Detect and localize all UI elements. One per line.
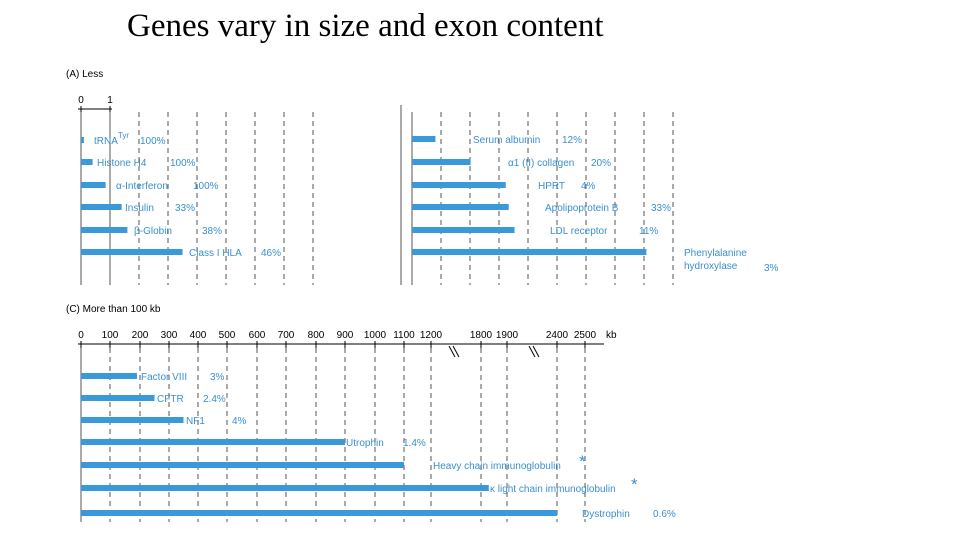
panel-c-tick-label: 2500 bbox=[574, 330, 597, 341]
panel-a-bar-label: β-Globin bbox=[134, 226, 172, 237]
panel-c-bar bbox=[81, 462, 404, 468]
panel-c-bar bbox=[81, 510, 557, 516]
panel-c-tick-label: 2400 bbox=[546, 330, 569, 341]
panel-a-exon-label: 100% bbox=[193, 181, 219, 192]
panel-b-bar bbox=[412, 136, 436, 142]
panel-a-bar-label: Histone H4 bbox=[97, 158, 147, 169]
panel-c-tick-label: 400 bbox=[190, 330, 207, 341]
panel-c-exon-label: 4% bbox=[232, 416, 247, 427]
panel-a-bar bbox=[81, 227, 128, 233]
panel-c-tick-label: 800 bbox=[308, 330, 325, 341]
panel-b-bar-label: Serum albumin bbox=[473, 135, 540, 146]
panel-c-bar bbox=[81, 485, 489, 491]
panel-c-exon-label: * bbox=[631, 475, 638, 494]
panel-b-exon-label: 4% bbox=[581, 181, 596, 192]
panel-c-title: (C) More than 100 kb bbox=[66, 304, 161, 315]
panel-c-tick-label: 1900 bbox=[496, 330, 519, 341]
panel-c-bar bbox=[81, 417, 184, 423]
panel-a-exon-label: 100% bbox=[140, 136, 166, 147]
panel-b-exon-label: 11% bbox=[639, 226, 658, 237]
panel-a-tick-label: 0 bbox=[78, 95, 84, 106]
panel-c-bar-label: CFTR bbox=[157, 394, 184, 405]
panel-c-bar bbox=[81, 373, 137, 379]
panel-c-exon-label: 0.6% bbox=[653, 509, 676, 520]
panel-c-axis-unit: kb bbox=[606, 330, 617, 341]
panel-c-axis-break bbox=[532, 345, 540, 358]
panel-c-tick-label: 100 bbox=[102, 330, 119, 341]
panel-a-bar-label: Insulin bbox=[125, 203, 154, 214]
panel-a-exon-label: 33% bbox=[175, 203, 195, 214]
panel-b-exon-label: 33% bbox=[651, 203, 671, 214]
panel-c-axis-break bbox=[448, 345, 456, 358]
panel-c-exon-label: 1.4% bbox=[403, 438, 426, 449]
panel-c-tick-label: 200 bbox=[132, 330, 149, 341]
panel-a-bar bbox=[81, 182, 106, 188]
panel-b-bar bbox=[412, 227, 515, 233]
panel-a-bar-label: tRNATyr bbox=[94, 131, 129, 147]
panel-b-exon-label: 20% bbox=[591, 158, 611, 169]
panel-a-exon-label: 38% bbox=[202, 226, 222, 237]
panel-b-bar bbox=[412, 249, 647, 255]
panel-b-bar bbox=[412, 182, 506, 188]
panel-c-tick-label: 600 bbox=[249, 330, 266, 341]
slide-title: Genes vary in size and exon content bbox=[127, 8, 604, 44]
panel-b-bar-label: HPRT bbox=[538, 181, 565, 192]
panel-c-tick-label: 1000 bbox=[364, 330, 387, 341]
panel-c-bar-label: κ light chain immunoglobulin bbox=[490, 484, 616, 495]
panel-a-exon-label: 100% bbox=[170, 158, 196, 169]
panel-b-bar bbox=[412, 159, 471, 165]
panel-c-axis-break bbox=[452, 345, 460, 358]
panel-a-bar bbox=[81, 159, 93, 165]
panel-a-bar-label: Class I HLA bbox=[189, 248, 242, 259]
panel-b-bar-label: Phenylalanine hydroxylase bbox=[684, 248, 747, 272]
panel-c-tick-label: 0 bbox=[78, 330, 84, 341]
panel-c-tick-label: 700 bbox=[278, 330, 295, 341]
panel-a-title: (A) Less bbox=[66, 69, 103, 80]
panel-c-bar-label: Dystrophin bbox=[582, 509, 630, 520]
panel-c-exon-label: 2.4% bbox=[203, 394, 226, 405]
panel-a-exon-label: 46% bbox=[261, 248, 281, 259]
panel-c-bar bbox=[81, 395, 155, 401]
panel-b-bar-label: α1 (II) collagen bbox=[508, 158, 574, 169]
panel-c-tick-label: 500 bbox=[219, 330, 236, 341]
panel-c-bar bbox=[81, 439, 345, 445]
panel-c-tick-label: 300 bbox=[161, 330, 178, 341]
panel-c-bar-label: Heavy chain immunoglobulin bbox=[433, 461, 561, 472]
panel-b-bar-label: Apolipoprotein B bbox=[545, 203, 619, 214]
panel-c-bar-label: Factor VIII bbox=[141, 372, 187, 383]
panel-a-bar bbox=[81, 249, 183, 255]
panel-c-axis-break bbox=[528, 345, 536, 358]
panel-b-exon-label: 12% bbox=[562, 135, 582, 146]
panel-c-bar-label: Utrophin bbox=[346, 438, 384, 449]
panel-b-bar bbox=[412, 204, 509, 210]
panel-c-tick-label: 1100 bbox=[393, 330, 415, 341]
panel-c-exon-label: * bbox=[579, 452, 586, 471]
panel-a-bar-label: α-Interferon bbox=[116, 181, 168, 192]
panel-b-bar-label: LDL receptor bbox=[550, 226, 608, 237]
panel-c-tick-label: 900 bbox=[337, 330, 354, 341]
panel-c-bar-label: NF1 bbox=[186, 416, 205, 427]
panel-a-bar bbox=[81, 204, 122, 210]
panel-c-exon-label: 3% bbox=[210, 372, 225, 383]
panel-c-tick-label: 1800 bbox=[470, 330, 493, 341]
panel-c-tick-label: 1200 bbox=[420, 330, 443, 341]
panel-a-bar bbox=[81, 137, 84, 143]
panel-b-exon-label: 3% bbox=[764, 263, 779, 274]
panel-a-tick-label: 1 bbox=[107, 95, 113, 106]
